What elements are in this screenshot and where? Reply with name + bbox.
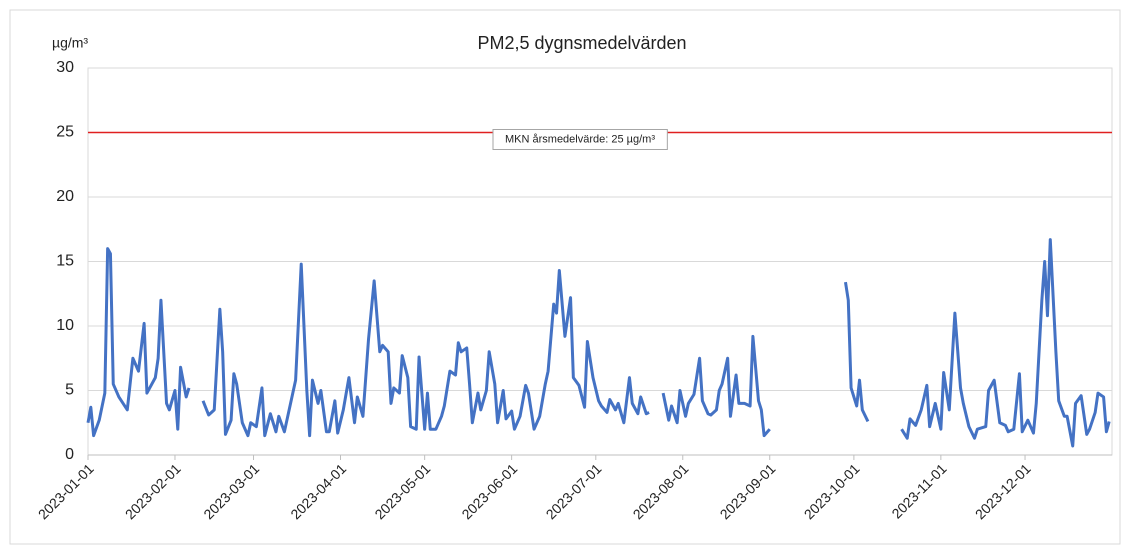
y-tick-label: 30	[56, 59, 74, 76]
y-tick-label: 25	[56, 124, 74, 141]
x-tick-label: 2023-07-01	[543, 460, 605, 522]
y-axis-label: µg/m³	[52, 35, 88, 51]
y-tick-label: 5	[65, 382, 74, 399]
x-tick-label: 2023-04-01	[287, 460, 349, 522]
x-tick-label: 2023-11-01	[888, 460, 949, 521]
data-line	[86, 238, 1111, 448]
y-tick-label: 0	[65, 446, 74, 463]
annotation-box	[492, 129, 668, 150]
x-tick-label: 2023-01-01	[35, 460, 97, 522]
x-tick-label: 2023-02-01	[122, 460, 184, 522]
y-tick-label: 20	[56, 188, 74, 205]
chart-title: PM2,5 dygnsmedelvärden	[477, 33, 686, 53]
x-tick-label: 2023-06-01	[458, 460, 520, 522]
x-tick-label: 2023-09-01	[717, 460, 779, 522]
y-tick-label: 15	[56, 253, 74, 270]
x-tick-label: 2023-03-01	[200, 460, 262, 522]
chart-frame	[9, 9, 1121, 545]
y-tick-label: 10	[56, 317, 74, 334]
x-tick-label: 2023-12-01	[972, 460, 1034, 522]
x-tick-label: 2023-05-01	[371, 460, 433, 522]
x-tick-label: 2023-10-01	[801, 460, 863, 522]
annotation-label: MKN årsmedelvärde: 25 µg/m³	[505, 133, 655, 145]
reference-annotation: MKN årsmedelvärde: 25 µg/m³	[492, 129, 668, 150]
x-tick-label: 2023-08-01	[630, 460, 692, 522]
